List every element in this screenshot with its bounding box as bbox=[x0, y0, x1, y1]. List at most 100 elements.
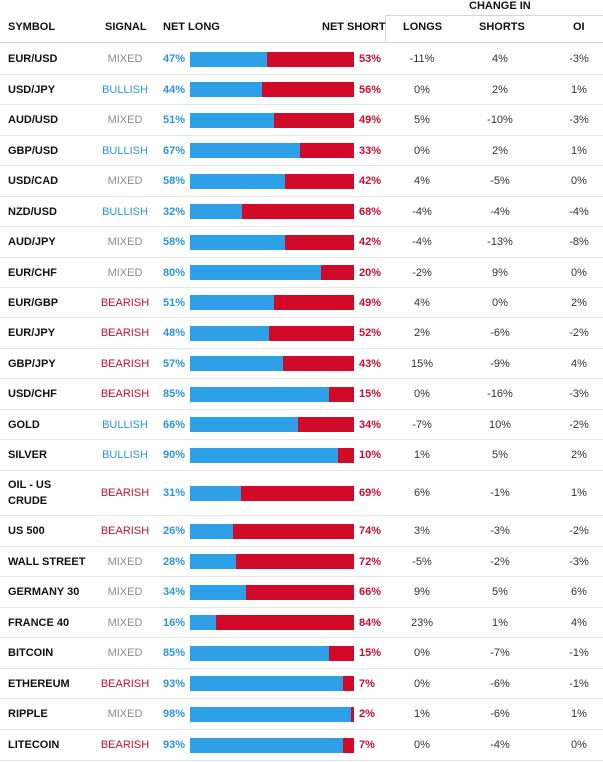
table-row[interactable]: FRANCE 40 MIXED 16% 84% 23% 1% 4% bbox=[0, 608, 603, 638]
symbol-cell[interactable]: USD/CHF bbox=[8, 388, 57, 400]
shorts-change-value: 10% bbox=[488, 418, 512, 431]
table-row[interactable]: EUR/GBP BEARISH 51% 49% 4% 0% 2% bbox=[0, 288, 603, 318]
shorts-change-value: -5% bbox=[490, 175, 510, 187]
signal-cell: BEARISH bbox=[100, 677, 150, 690]
symbol-cell[interactable]: EUR/USD bbox=[8, 53, 58, 65]
symbol-cell[interactable]: EUR/CHF bbox=[8, 266, 57, 279]
table-row[interactable]: BITCOIN MIXED 85% 15% 0% -7% -1% bbox=[0, 638, 603, 669]
table-row[interactable]: WALL STREET MIXED 28% 72% -5% -2% -3% bbox=[0, 547, 603, 577]
col-header-net-long[interactable]: NET LONG bbox=[163, 21, 220, 33]
shorts-change-value: -7% bbox=[490, 647, 510, 659]
col-header-signal[interactable]: SIGNAL bbox=[105, 21, 147, 33]
table-row[interactable]: GBP/JPY BEARISH 57% 43% 15% -9% 4% bbox=[0, 349, 603, 379]
symbol-cell[interactable]: BITCOIN bbox=[8, 647, 54, 659]
col-header-longs[interactable]: LONGS bbox=[403, 21, 443, 33]
table-row[interactable]: SILVER BULLISH 90% 10% 1% 5% 2% bbox=[0, 440, 603, 471]
net-long-value: 51% bbox=[162, 296, 185, 309]
signal-cell: MIXED bbox=[107, 616, 143, 629]
table-row[interactable]: GBP/USD BULLISH 67% 33% 0% 2% 1% bbox=[0, 136, 603, 166]
symbol-cell[interactable]: OIL - US CRUDE bbox=[8, 479, 52, 507]
table-row[interactable]: EUR/JPY BEARISH 48% 52% 2% -6% -2% bbox=[0, 318, 603, 349]
longs-change-value: -4% bbox=[412, 236, 432, 248]
oi-change-value: 0% bbox=[571, 739, 587, 751]
sentiment-bar-cell bbox=[190, 166, 354, 196]
table-row[interactable]: EUR/CHF MIXED 80% 20% -2% 9% 0% bbox=[0, 258, 603, 288]
net-short-bar bbox=[190, 173, 354, 189]
net-long-bar bbox=[190, 485, 241, 501]
shorts-change-value: -9% bbox=[490, 357, 510, 370]
col-header-net-short[interactable]: NET SHORT bbox=[322, 21, 386, 33]
sentiment-bar-cell bbox=[190, 440, 354, 470]
net-short-value: 68% bbox=[359, 205, 382, 218]
symbol-cell[interactable]: USD/JPY bbox=[8, 83, 56, 96]
oi-change-value: -3% bbox=[569, 555, 589, 568]
net-long-value: 34% bbox=[162, 586, 185, 598]
signal-cell: BULLISH bbox=[102, 449, 148, 461]
net-long-value: 58% bbox=[162, 175, 185, 187]
oi-change-value: -1% bbox=[569, 677, 589, 690]
net-long-value: 26% bbox=[162, 525, 185, 537]
net-long-bar bbox=[190, 51, 267, 67]
table-row[interactable]: NZD/USD BULLISH 32% 68% -4% -4% -4% bbox=[0, 197, 603, 227]
symbol-cell[interactable]: EUR/JPY bbox=[8, 327, 56, 339]
symbol-cell[interactable]: EUR/GBP bbox=[8, 296, 59, 309]
symbol-cell[interactable]: AUD/JPY bbox=[8, 236, 56, 248]
signal-cell: BULLISH bbox=[102, 418, 148, 431]
symbol-cell[interactable]: SILVER bbox=[8, 449, 47, 461]
symbol-cell[interactable]: GOLD bbox=[8, 418, 40, 431]
table-row[interactable]: EUR/USD MIXED 47% 53% -11% 4% -3% bbox=[0, 44, 603, 75]
symbol-cell[interactable]: GERMANY 30 bbox=[8, 586, 80, 598]
shorts-change-value: 5% bbox=[492, 449, 508, 461]
longs-change-value: 0% bbox=[414, 388, 430, 400]
oi-change-value: 1% bbox=[571, 708, 587, 720]
col-header-shorts[interactable]: SHORTS bbox=[479, 21, 525, 33]
net-short-value: 74% bbox=[359, 525, 382, 537]
table-row[interactable]: USD/JPY BULLISH 44% 56% 0% 2% 1% bbox=[0, 75, 603, 105]
net-long-value: 16% bbox=[162, 616, 185, 629]
shorts-change-value: -2% bbox=[490, 555, 510, 568]
sentiment-bar-cell bbox=[190, 577, 354, 607]
symbol-cell[interactable]: FRANCE 40 bbox=[8, 616, 70, 629]
net-long-value: 51% bbox=[162, 114, 185, 126]
table-row[interactable]: OIL - US CRUDE BEARISH 31% 69% 6% -1% 1% bbox=[0, 471, 603, 516]
net-short-bar bbox=[190, 265, 354, 280]
col-header-symbol[interactable]: SYMBOL bbox=[8, 21, 56, 33]
signal-cell: BEARISH bbox=[100, 525, 150, 537]
table-row[interactable]: USD/CHF BEARISH 85% 15% 0% -16% -3% bbox=[0, 379, 603, 410]
table-row[interactable]: US 500 BEARISH 26% 74% 3% -3% -2% bbox=[0, 516, 603, 547]
sentiment-bar-cell bbox=[190, 471, 354, 515]
symbol-cell[interactable]: NZD/USD bbox=[8, 205, 57, 218]
table-row[interactable]: RIPPLE MIXED 98% 2% 1% -6% 1% bbox=[0, 699, 603, 730]
symbol-cell[interactable]: GBP/JPY bbox=[8, 357, 56, 370]
sentiment-bar-cell bbox=[190, 669, 354, 698]
oi-change-value: -8% bbox=[569, 236, 589, 248]
sentiment-bar-cell bbox=[190, 136, 354, 165]
sentiment-bar-cell bbox=[190, 227, 354, 257]
symbol-cell[interactable]: ETHEREUM bbox=[8, 677, 70, 690]
table-row[interactable]: AUD/USD MIXED 51% 49% 5% -10% -3% bbox=[0, 105, 603, 136]
net-long-bar bbox=[190, 234, 285, 250]
table-row[interactable]: USD/CAD MIXED 58% 42% 4% -5% 0% bbox=[0, 166, 603, 197]
net-long-bar bbox=[190, 356, 283, 371]
net-long-value: 80% bbox=[162, 266, 185, 279]
symbol-cell[interactable]: LITECOIN bbox=[8, 739, 60, 751]
table-row[interactable]: ETHEREUM BEARISH 93% 7% 0% -6% -1% bbox=[0, 669, 603, 699]
longs-change-value: 1% bbox=[414, 708, 430, 720]
table-row[interactable]: AUD/JPY MIXED 58% 42% -4% -13% -8% bbox=[0, 227, 603, 258]
table-row[interactable]: LITECOIN BEARISH 93% 7% 0% -4% 0% bbox=[0, 730, 603, 761]
symbol-cell[interactable]: USD/CAD bbox=[8, 175, 59, 187]
signal-cell: BULLISH bbox=[102, 205, 148, 218]
symbol-cell[interactable]: GBP/USD bbox=[8, 144, 59, 157]
shorts-change-value: -6% bbox=[490, 677, 510, 690]
table-row[interactable]: GOLD BULLISH 66% 34% -7% 10% -2% bbox=[0, 410, 603, 440]
net-short-bar bbox=[190, 615, 354, 630]
symbol-cell[interactable]: AUD/USD bbox=[8, 114, 59, 126]
net-short-value: 7% bbox=[359, 739, 375, 751]
table-row[interactable]: GERMANY 30 MIXED 34% 66% 9% 5% 6% bbox=[0, 577, 603, 608]
shorts-change-value: 0% bbox=[492, 296, 508, 309]
symbol-cell[interactable]: WALL STREET bbox=[8, 555, 86, 568]
symbol-cell[interactable]: RIPPLE bbox=[8, 708, 48, 720]
symbol-cell[interactable]: US 500 bbox=[8, 525, 45, 537]
col-header-oi[interactable]: OI bbox=[573, 21, 585, 33]
